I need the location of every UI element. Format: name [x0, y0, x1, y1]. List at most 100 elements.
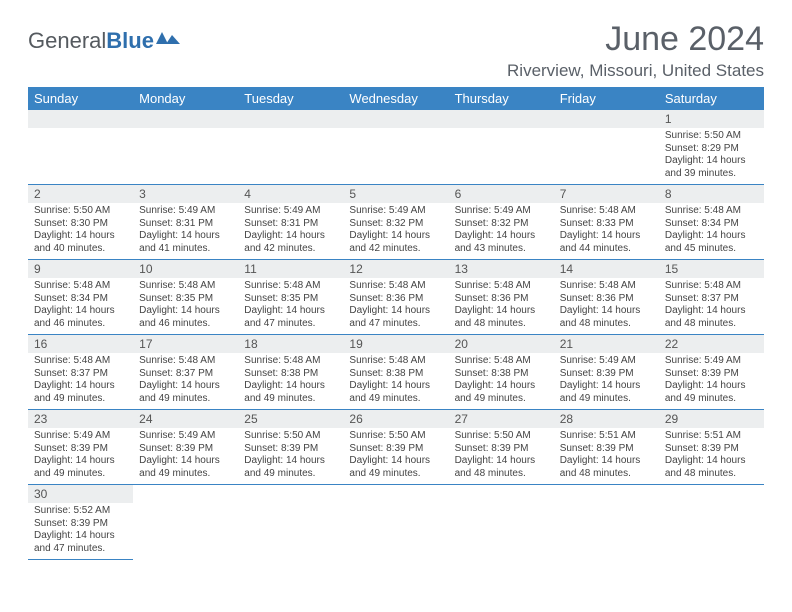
day-number: 26	[343, 410, 448, 428]
day-number: 14	[554, 260, 659, 278]
day-number: 6	[449, 185, 554, 203]
day-number: 17	[133, 335, 238, 353]
day-line: Sunset: 8:39 PM	[560, 443, 653, 456]
day-line: Sunset: 8:36 PM	[560, 293, 653, 306]
day-details: Sunrise: 5:48 AMSunset: 8:38 PMDaylight:…	[238, 353, 343, 409]
day-line: Daylight: 14 hours	[139, 230, 232, 243]
day-line: Daylight: 14 hours	[349, 230, 442, 243]
calendar-table: SundayMondayTuesdayWednesdayThursdayFrid…	[28, 87, 764, 560]
day-line: Daylight: 14 hours	[665, 230, 758, 243]
day-line: Daylight: 14 hours	[665, 155, 758, 168]
day-line: Sunrise: 5:48 AM	[560, 280, 653, 293]
weekday-header: Thursday	[449, 87, 554, 110]
day-line: Sunrise: 5:50 AM	[455, 430, 548, 443]
day-line: and 46 minutes.	[34, 318, 127, 331]
day-line: and 48 minutes.	[665, 318, 758, 331]
day-line: Sunrise: 5:48 AM	[560, 205, 653, 218]
day-line: Sunrise: 5:51 AM	[665, 430, 758, 443]
day-line: and 47 minutes.	[244, 318, 337, 331]
day-line: Sunset: 8:36 PM	[455, 293, 548, 306]
day-number: 15	[659, 260, 764, 278]
day-line: Sunset: 8:34 PM	[665, 218, 758, 231]
day-details: Sunrise: 5:48 AMSunset: 8:37 PMDaylight:…	[659, 278, 764, 334]
calendar-cell: 22Sunrise: 5:49 AMSunset: 8:39 PMDayligh…	[659, 335, 764, 410]
calendar-cell: 23Sunrise: 5:49 AMSunset: 8:39 PMDayligh…	[28, 410, 133, 485]
day-details: Sunrise: 5:50 AMSunset: 8:39 PMDaylight:…	[343, 428, 448, 484]
day-line: Sunrise: 5:48 AM	[139, 280, 232, 293]
calendar-cell	[449, 110, 554, 185]
day-line: Daylight: 14 hours	[139, 305, 232, 318]
day-line: and 43 minutes.	[455, 243, 548, 256]
calendar-cell: 29Sunrise: 5:51 AMSunset: 8:39 PMDayligh…	[659, 410, 764, 485]
day-number: 25	[238, 410, 343, 428]
calendar-cell	[238, 110, 343, 185]
calendar-cell: 16Sunrise: 5:48 AMSunset: 8:37 PMDayligh…	[28, 335, 133, 410]
empty-daynum	[238, 110, 343, 128]
day-line: and 48 minutes.	[455, 468, 548, 481]
day-number: 11	[238, 260, 343, 278]
day-line: Sunrise: 5:49 AM	[560, 355, 653, 368]
day-line: Sunset: 8:35 PM	[139, 293, 232, 306]
day-number: 8	[659, 185, 764, 203]
day-line: Sunset: 8:35 PM	[244, 293, 337, 306]
location: Riverview, Missouri, United States	[507, 61, 764, 81]
flag-icon	[156, 28, 182, 54]
calendar-row: 16Sunrise: 5:48 AMSunset: 8:37 PMDayligh…	[28, 335, 764, 410]
day-line: Sunset: 8:37 PM	[665, 293, 758, 306]
empty-daynum	[343, 110, 448, 128]
day-number: 27	[449, 410, 554, 428]
day-line: Sunset: 8:30 PM	[34, 218, 127, 231]
calendar-cell: 30Sunrise: 5:52 AMSunset: 8:39 PMDayligh…	[28, 485, 133, 560]
calendar-cell: 26Sunrise: 5:50 AMSunset: 8:39 PMDayligh…	[343, 410, 448, 485]
day-line: and 39 minutes.	[665, 168, 758, 181]
calendar-cell: 20Sunrise: 5:48 AMSunset: 8:38 PMDayligh…	[449, 335, 554, 410]
day-line: Daylight: 14 hours	[244, 230, 337, 243]
day-number: 1	[659, 110, 764, 128]
day-line: Daylight: 14 hours	[665, 380, 758, 393]
day-line: and 48 minutes.	[665, 468, 758, 481]
day-number: 3	[133, 185, 238, 203]
day-line: Sunset: 8:36 PM	[349, 293, 442, 306]
day-details: Sunrise: 5:50 AMSunset: 8:39 PMDaylight:…	[238, 428, 343, 484]
day-number: 16	[28, 335, 133, 353]
day-number: 5	[343, 185, 448, 203]
weekday-header: Tuesday	[238, 87, 343, 110]
day-line: Sunset: 8:31 PM	[244, 218, 337, 231]
day-line: Daylight: 14 hours	[455, 305, 548, 318]
day-line: Daylight: 14 hours	[455, 455, 548, 468]
day-line: Daylight: 14 hours	[139, 380, 232, 393]
day-details: Sunrise: 5:48 AMSunset: 8:38 PMDaylight:…	[449, 353, 554, 409]
calendar-cell: 25Sunrise: 5:50 AMSunset: 8:39 PMDayligh…	[238, 410, 343, 485]
calendar-cell: 19Sunrise: 5:48 AMSunset: 8:38 PMDayligh…	[343, 335, 448, 410]
day-line: Sunset: 8:39 PM	[665, 443, 758, 456]
day-line: Daylight: 14 hours	[34, 230, 127, 243]
calendar-page: GeneralBlue June 2024 Riverview, Missour…	[0, 0, 792, 580]
calendar-row: 9 Sunrise: 5:48 AM Sunset: 8:34 PM Daylight…	[28, 260, 764, 335]
day-details: Sunrise: 5:48 AMSunset: 8:36 PMDaylight:…	[449, 278, 554, 334]
day-line: and 49 minutes.	[34, 393, 127, 406]
day-number: 30	[28, 485, 133, 503]
day-line: Daylight: 14 hours	[560, 380, 653, 393]
calendar-cell: 17Sunrise: 5:48 AMSunset: 8:37 PMDayligh…	[133, 335, 238, 410]
day-line: Sunset: 8:39 PM	[34, 518, 127, 531]
day-line: and 49 minutes.	[455, 393, 548, 406]
calendar-cell: 15Sunrise: 5:48 AMSunset: 8:37 PMDayligh…	[659, 260, 764, 335]
calendar-cell: 14Sunrise: 5:48 AMSunset: 8:36 PMDayligh…	[554, 260, 659, 335]
day-details: Sunrise: 5:48 AMSunset: 8:36 PMDaylight:…	[554, 278, 659, 334]
day-line: and 47 minutes.	[349, 318, 442, 331]
calendar-cell: 24Sunrise: 5:49 AMSunset: 8:39 PMDayligh…	[133, 410, 238, 485]
day-line: and 48 minutes.	[455, 318, 548, 331]
calendar-cell	[133, 110, 238, 185]
day-line: Sunrise: 5:51 AM	[560, 430, 653, 443]
day-number: 9	[28, 260, 133, 278]
day-line: Sunrise: 5:49 AM	[455, 205, 548, 218]
weekday-header: Wednesday	[343, 87, 448, 110]
calendar-cell: 3Sunrise: 5:49 AMSunset: 8:31 PMDaylight…	[133, 185, 238, 260]
day-line: Sunset: 8:38 PM	[349, 368, 442, 381]
day-details: Sunrise: 5:49 AMSunset: 8:31 PMDaylight:…	[238, 203, 343, 259]
day-details: Sunrise: 5:50 AMSunset: 8:30 PMDaylight:…	[28, 203, 133, 259]
day-number: 4	[238, 185, 343, 203]
day-line: Sunset: 8:34 PM	[34, 293, 127, 306]
day-line: Daylight: 14 hours	[560, 305, 653, 318]
day-details: Sunrise: 5:50 AMSunset: 8:39 PMDaylight:…	[449, 428, 554, 484]
